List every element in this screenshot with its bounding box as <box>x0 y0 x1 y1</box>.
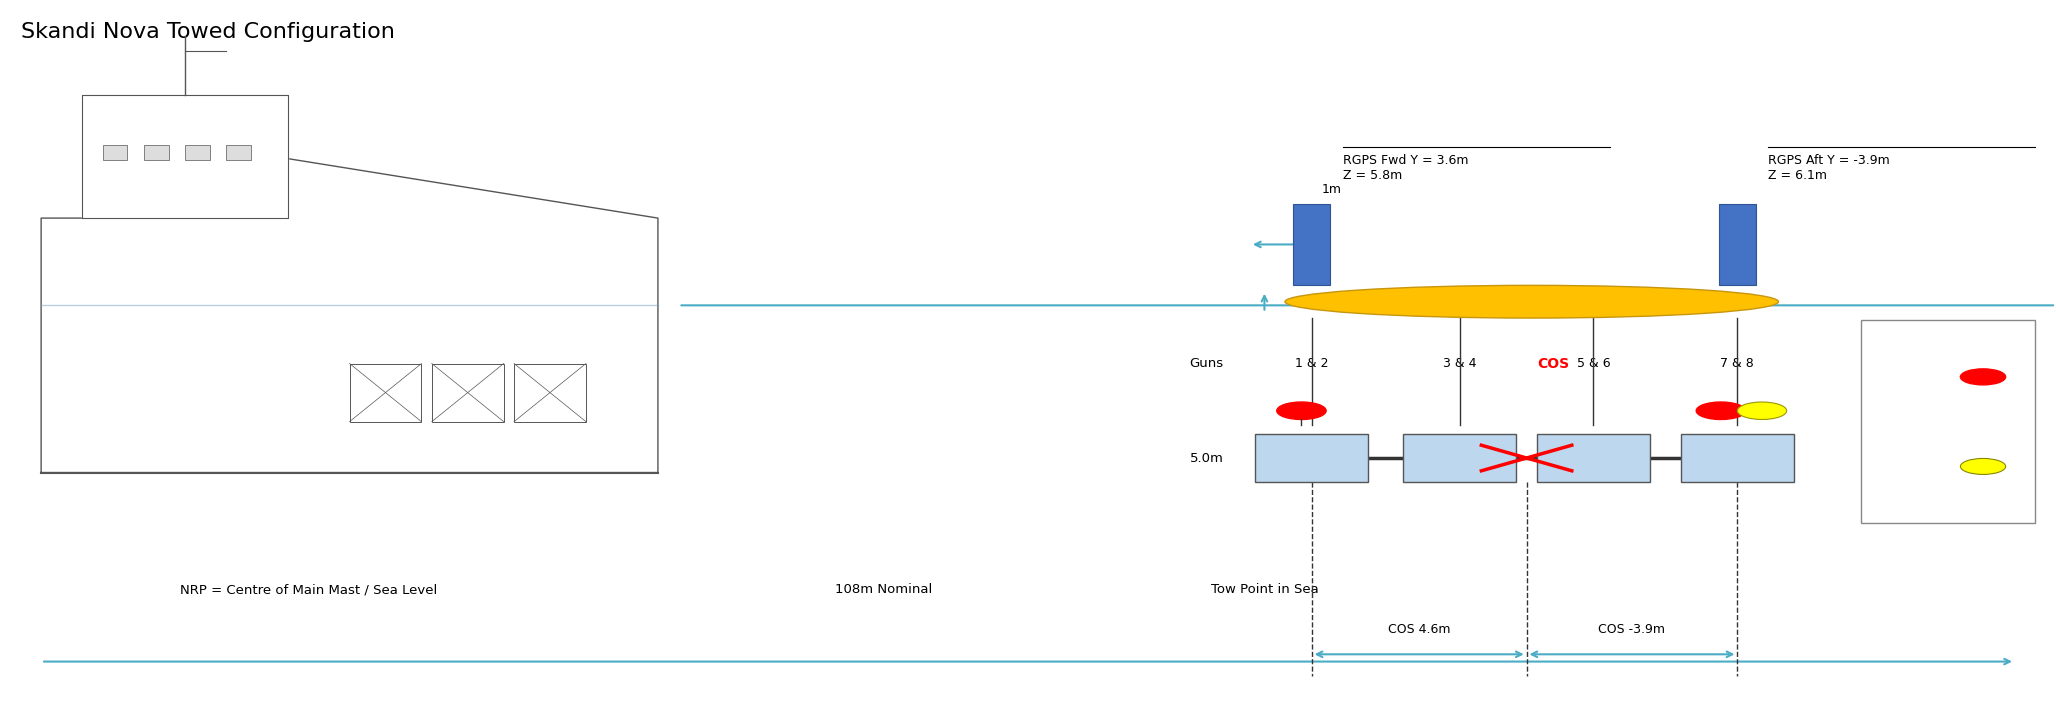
Text: RGPS Aft Y = -3.9m
Z = 6.1m: RGPS Aft Y = -3.9m Z = 6.1m <box>1768 153 1889 182</box>
Text: Skandi Nova Towed Configuration: Skandi Nova Towed Configuration <box>21 22 395 42</box>
Circle shape <box>1961 459 2007 475</box>
Bar <box>144 145 169 160</box>
Polygon shape <box>41 145 658 473</box>
Circle shape <box>1696 402 1746 419</box>
Bar <box>432 364 504 422</box>
Text: 5 & 6: 5 & 6 <box>1577 357 1610 370</box>
Bar <box>1719 204 1756 286</box>
Text: 1 & 2: 1 & 2 <box>1295 357 1328 370</box>
Circle shape <box>1277 402 1326 419</box>
FancyBboxPatch shape <box>1254 434 1369 481</box>
Ellipse shape <box>1285 286 1778 318</box>
FancyBboxPatch shape <box>1538 434 1651 481</box>
Text: 3 & 4: 3 & 4 <box>1443 357 1476 370</box>
Bar <box>1861 320 2035 523</box>
Bar <box>1293 204 1330 286</box>
Circle shape <box>1961 369 2007 385</box>
Bar <box>103 145 127 160</box>
Text: 1m: 1m <box>1322 183 1343 196</box>
Text: COS -3.9m: COS -3.9m <box>1598 623 1665 636</box>
Text: COS: COS <box>1536 356 1569 371</box>
Bar <box>185 145 210 160</box>
Text: 7 & 8: 7 & 8 <box>1721 357 1754 370</box>
FancyBboxPatch shape <box>1682 434 1793 481</box>
Text: NRP = Centre of Main Mast / Sea Level: NRP = Centre of Main Mast / Sea Level <box>179 583 438 596</box>
Text: Tow Point in Sea: Tow Point in Sea <box>1211 583 1318 596</box>
Text: DT: DT <box>1881 370 1898 383</box>
Text: 5.0m: 5.0m <box>1190 451 1223 465</box>
Text: PT: PT <box>1881 460 1896 473</box>
Bar <box>350 364 421 422</box>
Bar <box>226 145 251 160</box>
Text: Guns: Guns <box>1188 357 1223 370</box>
Circle shape <box>1737 402 1787 419</box>
Text: COS 4.6m: COS 4.6m <box>1388 623 1449 636</box>
FancyBboxPatch shape <box>1402 434 1517 481</box>
Text: 108m Nominal: 108m Nominal <box>835 583 933 596</box>
Polygon shape <box>82 95 288 218</box>
Bar <box>514 364 586 422</box>
Text: RGPS Fwd Y = 3.6m
Z = 5.8m: RGPS Fwd Y = 3.6m Z = 5.8m <box>1343 153 1468 182</box>
